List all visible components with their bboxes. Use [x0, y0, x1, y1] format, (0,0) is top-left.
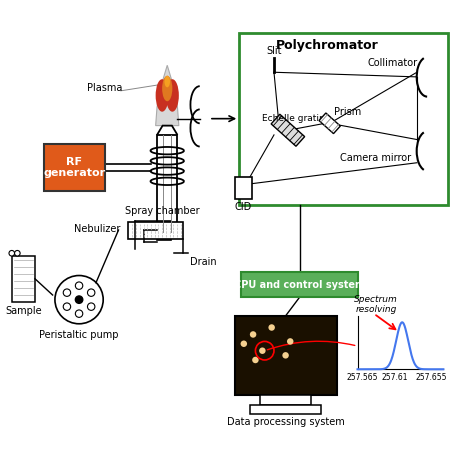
Text: Polychromator: Polychromator — [275, 39, 378, 52]
Text: Nebulizer: Nebulizer — [74, 224, 121, 234]
Circle shape — [88, 303, 95, 310]
Text: Spray chamber: Spray chamber — [125, 207, 200, 217]
Circle shape — [75, 296, 83, 303]
Text: Collimator: Collimator — [368, 58, 418, 68]
Polygon shape — [155, 65, 179, 126]
Circle shape — [287, 338, 293, 345]
Bar — [157, 221, 171, 240]
Circle shape — [259, 347, 265, 354]
Text: Spectrum
resolving: Spectrum resolving — [354, 295, 398, 314]
Bar — [128, 222, 183, 239]
Bar — [271, 114, 305, 146]
Text: 257.565: 257.565 — [346, 373, 378, 382]
Bar — [235, 316, 337, 395]
Bar — [235, 177, 252, 199]
Circle shape — [75, 310, 83, 318]
Bar — [157, 135, 177, 237]
Circle shape — [63, 289, 71, 296]
Bar — [12, 255, 35, 302]
Ellipse shape — [162, 76, 173, 101]
Bar — [44, 144, 105, 191]
Text: 257.655: 257.655 — [415, 373, 447, 382]
Text: Peristaltic pump: Peristaltic pump — [39, 330, 119, 340]
Circle shape — [55, 275, 103, 324]
Text: Drain: Drain — [191, 256, 217, 266]
Text: CPU and control system: CPU and control system — [234, 280, 365, 290]
Circle shape — [252, 357, 259, 363]
Ellipse shape — [166, 79, 179, 112]
Bar — [239, 33, 448, 204]
Text: RF
generator: RF generator — [43, 156, 106, 178]
Text: Plasma: Plasma — [87, 83, 122, 93]
Circle shape — [75, 282, 83, 289]
Text: Sample: Sample — [5, 306, 42, 316]
Circle shape — [9, 250, 15, 256]
Circle shape — [88, 289, 95, 296]
Text: Camera mirror: Camera mirror — [340, 153, 411, 163]
Circle shape — [250, 331, 256, 337]
Text: Data processing system: Data processing system — [227, 417, 345, 427]
Text: CID: CID — [235, 202, 252, 212]
Circle shape — [241, 340, 247, 347]
Bar — [319, 113, 340, 134]
Ellipse shape — [155, 79, 169, 112]
Circle shape — [63, 303, 71, 310]
Circle shape — [283, 352, 289, 359]
Text: Prism: Prism — [334, 107, 362, 117]
Bar — [241, 272, 357, 297]
Circle shape — [15, 250, 20, 256]
Text: 257.61: 257.61 — [382, 373, 408, 382]
Bar — [250, 405, 321, 414]
Text: Slit: Slit — [266, 46, 282, 56]
Circle shape — [268, 324, 275, 331]
Text: Echelle grating: Echelle grating — [263, 114, 331, 123]
Bar — [260, 395, 311, 405]
Ellipse shape — [164, 76, 170, 87]
